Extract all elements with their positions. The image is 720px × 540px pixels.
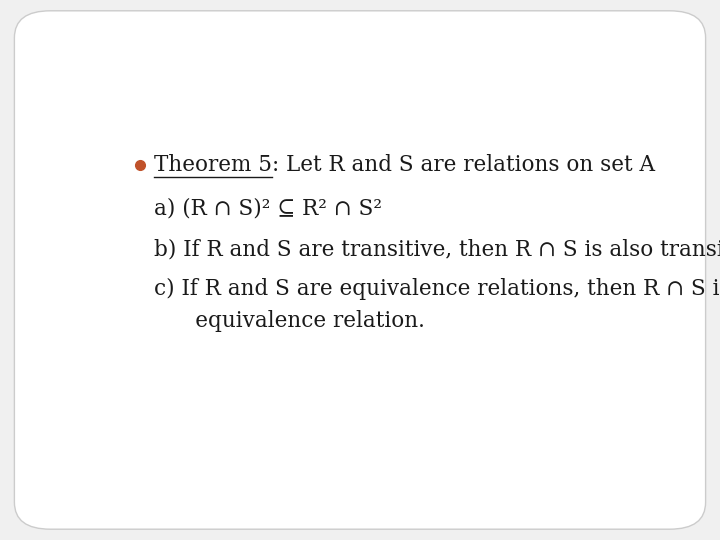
Text: equivalence relation.: equivalence relation.: [154, 309, 425, 332]
Text: Theorem 5: Theorem 5: [154, 153, 272, 176]
Text: a) (R ∩ S)² ⊆ R² ∩ S²: a) (R ∩ S)² ⊆ R² ∩ S²: [154, 197, 382, 219]
Text: : Let R and S are relations on set A: : Let R and S are relations on set A: [272, 153, 655, 176]
Text: c) If R and S are equivalence relations, then R ∩ S is also: c) If R and S are equivalence relations,…: [154, 278, 720, 300]
Text: b) If R and S are transitive, then R ∩ S is also transitive.: b) If R and S are transitive, then R ∩ S…: [154, 239, 720, 261]
